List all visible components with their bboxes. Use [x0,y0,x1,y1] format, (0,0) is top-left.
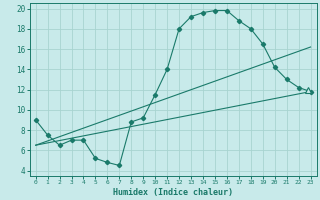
X-axis label: Humidex (Indice chaleur): Humidex (Indice chaleur) [113,188,233,197]
